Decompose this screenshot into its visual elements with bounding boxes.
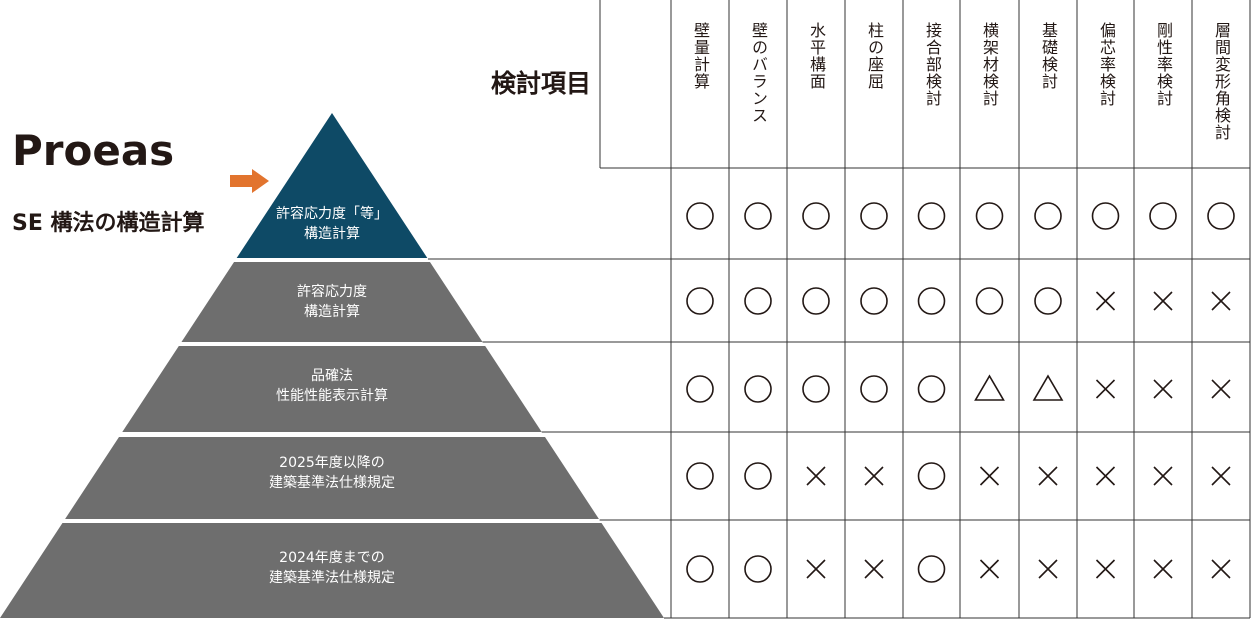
level-label: 許容応力度「等」 構造計算: [182, 204, 482, 244]
level-label-line: 構造計算: [304, 304, 360, 320]
column-header-label: 剛性率検討: [1154, 22, 1173, 107]
column-header: 壁のバランス: [729, 22, 787, 124]
mark-circle: [975, 202, 1004, 230]
mark-circle: [686, 375, 714, 403]
mark-circle: [744, 555, 772, 583]
level-label-line: 構造計算: [304, 226, 360, 242]
mark-cross: [1038, 559, 1058, 579]
column-header-label: 横架材検討: [980, 22, 999, 107]
items-title: 検討項目: [491, 69, 592, 98]
mark-cross: [979, 559, 1000, 579]
column-header: 層間変形角検討: [1192, 22, 1250, 141]
column-header-label: 柱の座屈: [865, 22, 884, 90]
mark-triangle: [1032, 374, 1064, 401]
level-label: 2024年度までの 建築基準法仕様規定: [182, 548, 482, 588]
mark-cross: [1153, 379, 1173, 399]
column-header: 基礎検討: [1019, 22, 1077, 90]
pyramid-level-3: [122, 346, 542, 432]
mark-cross: [1038, 466, 1058, 486]
mark-circle: [686, 555, 714, 583]
mark-circle: [686, 202, 714, 230]
mark-circle: [1149, 202, 1177, 230]
mark-circle: [917, 202, 946, 230]
column-header-label: 接合部検討: [923, 22, 942, 107]
mark-circle: [1034, 287, 1062, 315]
mark-cross: [1095, 559, 1116, 579]
pyramid-level-4: [65, 437, 599, 519]
mark-circle: [1091, 202, 1120, 230]
level-label: 2025年度以降の 建築基準法仕様規定: [182, 453, 482, 493]
pyramid-level-5: [0, 523, 664, 618]
mark-circle: [686, 462, 714, 490]
level-label: 許容応力度 構造計算: [182, 282, 482, 322]
mark-cross: [1153, 466, 1173, 486]
mark-cross: [864, 466, 884, 486]
pyramid-level-2: [181, 262, 483, 342]
arrow-icon: [230, 169, 269, 193]
level-label: 品確法性能性能表示計算: [182, 366, 482, 406]
mark-cross: [1095, 379, 1116, 399]
level-label-line: 建築基準法仕様規定: [269, 475, 395, 491]
mark-cross: [806, 466, 826, 486]
subtitle: SE 構法の構造計算: [12, 211, 205, 236]
column-header-label: 層間変形角検討: [1212, 22, 1231, 141]
mark-circle: [917, 375, 946, 403]
column-header: 水平構面: [787, 22, 845, 90]
mark-circle: [744, 202, 772, 230]
mark-circle: [686, 287, 714, 315]
mark-circle: [917, 462, 946, 490]
brand-name: Proeas: [12, 126, 175, 175]
mark-circle: [1034, 202, 1062, 230]
level-label-line: 2024年度までの: [279, 550, 385, 566]
level-label-line: 許容応力度: [297, 284, 367, 300]
mark-circle: [1207, 202, 1235, 230]
pyramid-level-1: [236, 113, 428, 258]
mark-circle: [744, 287, 772, 315]
level-label-line: 許容応力度「等」: [276, 206, 388, 222]
column-header: 横架材検討: [960, 22, 1018, 107]
column-header: 壁量計算: [671, 22, 729, 90]
column-header: 接合部検討: [903, 22, 961, 107]
level-label-line: 建築基準法仕様規定: [269, 570, 395, 586]
mark-cross: [1211, 291, 1231, 311]
mark-cross: [1095, 466, 1116, 486]
level-label-line: 2025年度以降の: [279, 455, 385, 471]
column-header-label: 壁量計算: [691, 22, 710, 90]
mark-circle: [860, 287, 888, 315]
column-header-label: 壁のバランス: [749, 22, 768, 124]
level-label-line: 性能性能表示計算: [276, 388, 388, 404]
mark-circle: [802, 287, 830, 315]
mark-cross: [806, 559, 826, 579]
mark-circle: [802, 375, 830, 403]
column-header: 柱の座屈: [845, 22, 903, 90]
level-label-line: 品確法: [311, 368, 353, 384]
mark-circle: [744, 375, 772, 403]
mark-circle: [917, 287, 946, 315]
mark-circle: [975, 287, 1004, 315]
mark-triangle: [974, 374, 1005, 401]
mark-circle: [860, 202, 888, 230]
mark-cross: [1211, 559, 1231, 579]
column-header: 剛性率検討: [1134, 22, 1192, 107]
mark-cross: [1211, 466, 1231, 486]
mark-cross: [1153, 291, 1173, 311]
column-header-label: 偏芯率検討: [1097, 22, 1116, 107]
column-header-label: 基礎検討: [1039, 22, 1058, 90]
mark-cross: [979, 466, 1000, 486]
column-header: 偏芯率検討: [1077, 22, 1135, 107]
mark-cross: [864, 559, 884, 579]
mark-cross: [1211, 379, 1231, 399]
mark-cross: [1095, 291, 1116, 311]
mark-circle: [744, 462, 772, 490]
mark-cross: [1153, 559, 1173, 579]
mark-circle: [917, 555, 946, 583]
mark-circle: [860, 375, 888, 403]
mark-circle: [802, 202, 830, 230]
column-header-label: 水平構面: [807, 22, 826, 90]
